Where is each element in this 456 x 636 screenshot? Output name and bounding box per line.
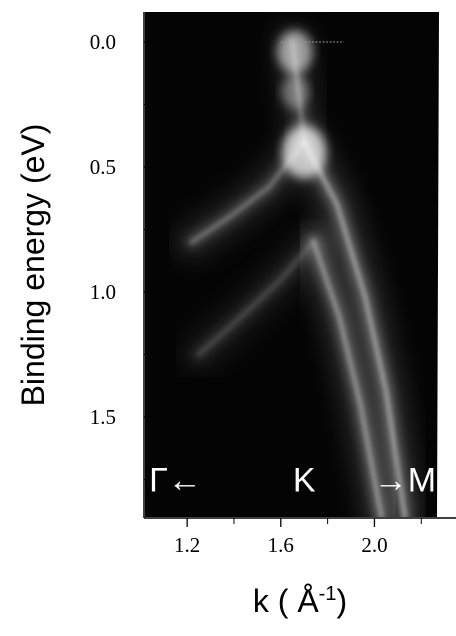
intensity-map bbox=[145, 12, 439, 517]
band-upper-cone-core bbox=[189, 39, 307, 245]
x-tick-label: 2.0 bbox=[361, 533, 387, 557]
intensity-spot-0 bbox=[276, 30, 313, 74]
band-inner-right-core bbox=[311, 239, 384, 517]
y-tick-label: 0.0 bbox=[90, 30, 116, 54]
intensity-spot-2 bbox=[280, 75, 309, 109]
band-upper-cone bbox=[172, 23, 324, 261]
y-tick-label: 1.5 bbox=[90, 405, 116, 429]
band-left-lower bbox=[179, 223, 333, 374]
band-outer-right bbox=[285, 123, 424, 517]
y-tick-label: 1.0 bbox=[90, 280, 116, 304]
band-inner-right bbox=[294, 223, 401, 517]
y-axis-title: Binding energy (eV) bbox=[15, 124, 51, 407]
band-outer-right-core bbox=[301, 139, 408, 517]
annotation-label-2: →M bbox=[374, 462, 436, 500]
x-axis-title-superscript: -1 bbox=[319, 583, 337, 605]
x-tick-label: 1.2 bbox=[174, 533, 200, 557]
band-left-lower-core bbox=[196, 239, 317, 357]
intensity-spot-1 bbox=[282, 125, 327, 179]
x-axis-title-main: k ( Å bbox=[253, 583, 319, 619]
annotation-label-0: Γ← bbox=[149, 462, 202, 500]
x-axis-title: k ( Å-1) bbox=[253, 583, 347, 619]
x-tick-label: 1.6 bbox=[268, 533, 294, 557]
x-axis-title-close: ) bbox=[336, 583, 347, 619]
annotation-label-1: K bbox=[293, 462, 316, 500]
y-tick-label: 0.5 bbox=[90, 155, 116, 179]
